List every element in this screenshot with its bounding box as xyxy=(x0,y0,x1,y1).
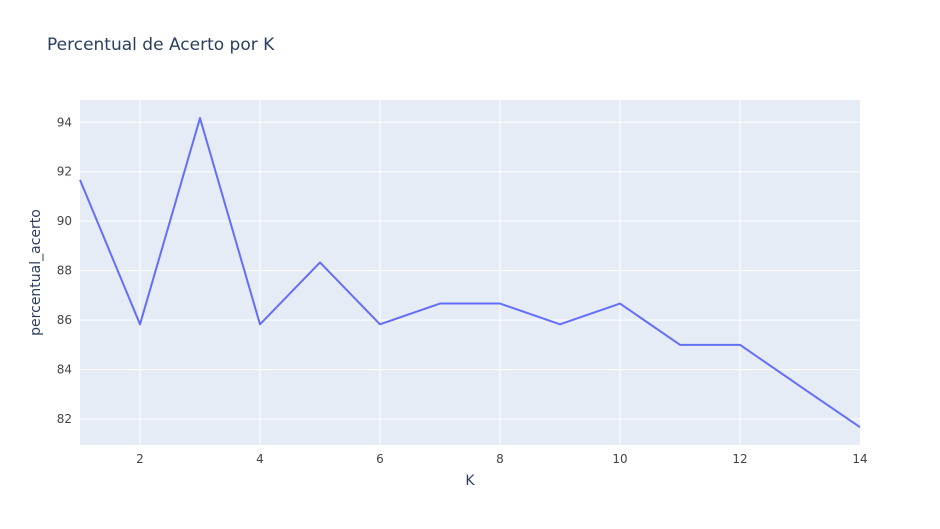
plot-area xyxy=(80,100,860,445)
x-tick-label: 8 xyxy=(496,452,504,466)
y-tick-label: 94 xyxy=(57,115,72,129)
y-tick-label: 86 xyxy=(57,313,72,327)
x-tick-label: 12 xyxy=(732,452,747,466)
y-tick-label: 92 xyxy=(57,165,72,179)
series-line xyxy=(79,117,861,429)
y-tick-label: 88 xyxy=(57,264,72,278)
x-axis-ticks: 2 4 6 8 10 12 14 xyxy=(136,452,867,466)
y-tick-label: 82 xyxy=(57,412,72,426)
grid-lines xyxy=(80,100,860,445)
x-tick-label: 2 xyxy=(136,452,144,466)
y-axis-ticks: 82 84 86 88 90 92 94 xyxy=(57,115,72,426)
series-layer xyxy=(79,117,861,429)
x-tick-label: 4 xyxy=(256,452,264,466)
y-tick-label: 84 xyxy=(57,363,72,377)
y-tick-label: 90 xyxy=(57,214,72,228)
x-tick-label: 6 xyxy=(376,452,384,466)
x-tick-label: 14 xyxy=(852,452,867,466)
x-axis-label: K xyxy=(465,473,475,489)
x-tick-label: 10 xyxy=(612,452,627,466)
y-axis-label: percentual_acerto xyxy=(28,209,44,336)
chart-title: Percentual de Acerto por K xyxy=(47,35,275,55)
